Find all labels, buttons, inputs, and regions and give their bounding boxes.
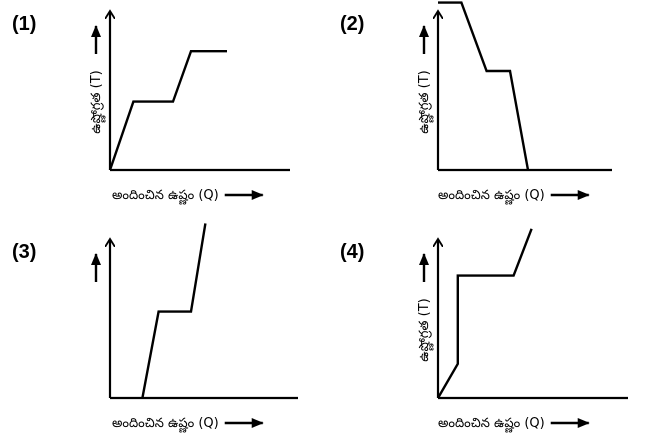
y-axis-label: ఉష్ణోగ్రత (T) bbox=[89, 70, 106, 134]
x-axis-label: అందించిన ఉష్ణం (Q) bbox=[438, 188, 545, 205]
panel-number: (4) bbox=[340, 241, 364, 263]
series-line bbox=[438, 1, 530, 171]
x-axis-label: అందించిన ఉష్ణం (Q) bbox=[438, 416, 545, 433]
chart-panel-3: (3) అందించిన ఉష్ణం (Q) bbox=[12, 223, 298, 433]
panel-number: (3) bbox=[12, 241, 36, 263]
chart-panel-2: (2) ఉష్ణోగ్రత (T) అందించిన ఉష్ణం (Q) bbox=[340, 1, 612, 205]
chart-panel-1: (1) ఉష్ణోగ్రత (T) అందించిన ఉష్ణం (Q) bbox=[12, 12, 290, 205]
panel-number: (2) bbox=[340, 13, 364, 35]
series-line bbox=[141, 223, 207, 399]
y-axis-label: ఉష్ణోగ్రత (T) bbox=[417, 70, 434, 134]
y-axis-label: ఉష్ణోగ్రత (T) bbox=[417, 298, 434, 362]
series-line bbox=[436, 228, 533, 399]
chart-panel-4: (4) ఉష్ణోగ్రత (T) అందించిన ఉష్ణం (Q) bbox=[340, 228, 628, 433]
x-axis-label: అందించిన ఉష్ణం (Q) bbox=[112, 416, 219, 433]
x-axis-label: అందించిన ఉష్ణం (Q) bbox=[112, 188, 219, 205]
series-line bbox=[108, 50, 227, 171]
panel-number: (1) bbox=[12, 13, 36, 35]
